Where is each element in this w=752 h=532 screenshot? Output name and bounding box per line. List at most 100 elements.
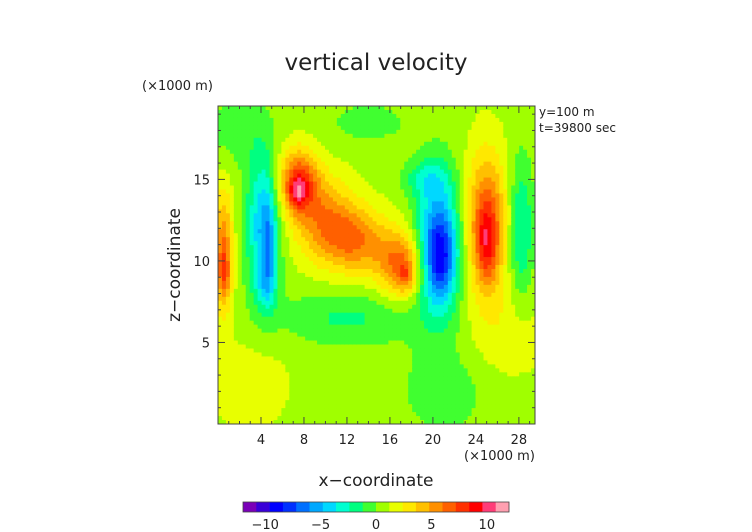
heatmap-cell: [241, 372, 247, 377]
heatmap-cell: [261, 412, 267, 417]
heatmap-cell: [416, 157, 421, 163]
heatmap-cell: [455, 304, 461, 310]
heatmap-cell: [388, 241, 393, 246]
heatmap-cell: [404, 272, 409, 278]
heatmap-cell: [376, 280, 382, 286]
heatmap-cell: [451, 121, 457, 127]
heatmap-cell: [221, 312, 227, 318]
heatmap-cell: [380, 169, 386, 175]
heatmap-cell: [447, 213, 453, 218]
heatmap-cell: [435, 165, 441, 171]
heatmap-cell: [435, 189, 441, 195]
heatmap-cell: [431, 404, 437, 409]
heatmap-cell: [297, 233, 302, 238]
heatmap-cell: [404, 356, 409, 362]
heatmap-cell: [249, 384, 255, 389]
heatmap-cell: [439, 149, 445, 155]
heatmap-cell: [356, 265, 362, 270]
heatmap-cell: [344, 320, 350, 326]
heatmap-cell: [459, 416, 465, 421]
heatmap-cell: [321, 225, 326, 230]
heatmap-cell: [253, 261, 259, 266]
heatmap-cell: [249, 209, 255, 214]
heatmap-cell: [392, 392, 397, 397]
heatmap-cell: [233, 229, 239, 234]
heatmap-cell: [372, 328, 378, 334]
heatmap-cell: [384, 280, 389, 286]
heatmap-cell: [412, 217, 417, 222]
heatmap-cell: [431, 129, 437, 135]
heatmap-cell: [257, 284, 263, 290]
heatmap-cell: [233, 137, 239, 143]
heatmap-cell: [344, 408, 350, 413]
heatmap-cell: [285, 245, 290, 250]
heatmap-cell: [368, 344, 374, 350]
heatmap-cell: [265, 249, 271, 254]
heatmap-cell: [447, 308, 453, 314]
heatmap-cell: [301, 241, 306, 246]
heatmap-cell: [317, 288, 322, 294]
heatmap-cell: [253, 304, 259, 310]
heatmap-cell: [412, 352, 417, 358]
heatmap-cell: [376, 400, 382, 405]
heatmap-cell: [324, 233, 330, 238]
heatmap-cell: [396, 356, 401, 362]
heatmap-cell: [356, 416, 362, 421]
heatmap-cell: [424, 352, 429, 358]
heatmap-cell: [225, 201, 231, 206]
heatmap-cell: [289, 106, 294, 111]
heatmap-cell: [265, 145, 271, 151]
heatmap-cell: [416, 376, 421, 381]
heatmap-cell: [249, 332, 255, 338]
heatmap-cell: [269, 161, 275, 167]
heatmap-cell: [368, 276, 374, 282]
heatmap-cell: [400, 197, 405, 203]
heatmap-cell: [317, 173, 322, 179]
heatmap-cell: [447, 380, 453, 385]
heatmap-cell: [392, 344, 397, 350]
heatmap-cell: [285, 169, 290, 175]
heatmap-cell: [392, 253, 397, 258]
heatmap-cell: [324, 360, 330, 365]
heatmap-cell: [257, 149, 263, 155]
heatmap-cell: [459, 272, 465, 278]
heatmap-cell: [225, 141, 231, 147]
heatmap-cell: [313, 332, 318, 338]
heatmap-cell: [408, 336, 413, 342]
heatmap-cell: [269, 225, 275, 230]
heatmap-cell: [424, 261, 429, 266]
heatmap-cell: [408, 284, 413, 290]
heatmap-cell: [225, 213, 231, 218]
heatmap-cell: [451, 205, 457, 210]
heatmap-cell: [412, 193, 417, 199]
heatmap-cell: [285, 173, 290, 179]
heatmap-cell: [336, 352, 342, 358]
heatmap-cell: [416, 133, 421, 139]
heatmap-cell: [293, 233, 298, 238]
heatmap-cell: [277, 300, 282, 306]
heatmap-cell: [443, 237, 449, 242]
heatmap-cell: [257, 292, 263, 298]
heatmap-cell: [372, 400, 378, 405]
heatmap-cell: [360, 205, 366, 210]
heatmap-cell: [424, 348, 429, 354]
heatmap-cell: [261, 229, 267, 234]
heatmap-cell: [324, 157, 330, 163]
heatmap-cell: [289, 157, 294, 163]
heatmap-cell: [241, 308, 247, 314]
heatmap-cell: [297, 173, 302, 179]
heatmap-cell: [241, 185, 247, 191]
heatmap-cell: [336, 364, 342, 369]
heatmap-cell: [420, 257, 425, 262]
heatmap-cell: [289, 249, 294, 254]
heatmap-cell: [400, 308, 405, 314]
heatmap-cell: [317, 257, 322, 262]
heatmap-cell: [324, 161, 330, 167]
heatmap-cell: [400, 420, 405, 424]
heatmap-cell: [324, 288, 330, 294]
heatmap-cell: [412, 257, 417, 262]
heatmap-cell: [443, 304, 449, 310]
heatmap-cell: [451, 276, 457, 282]
heatmap-cell: [332, 197, 338, 203]
heatmap-cell: [241, 304, 247, 310]
